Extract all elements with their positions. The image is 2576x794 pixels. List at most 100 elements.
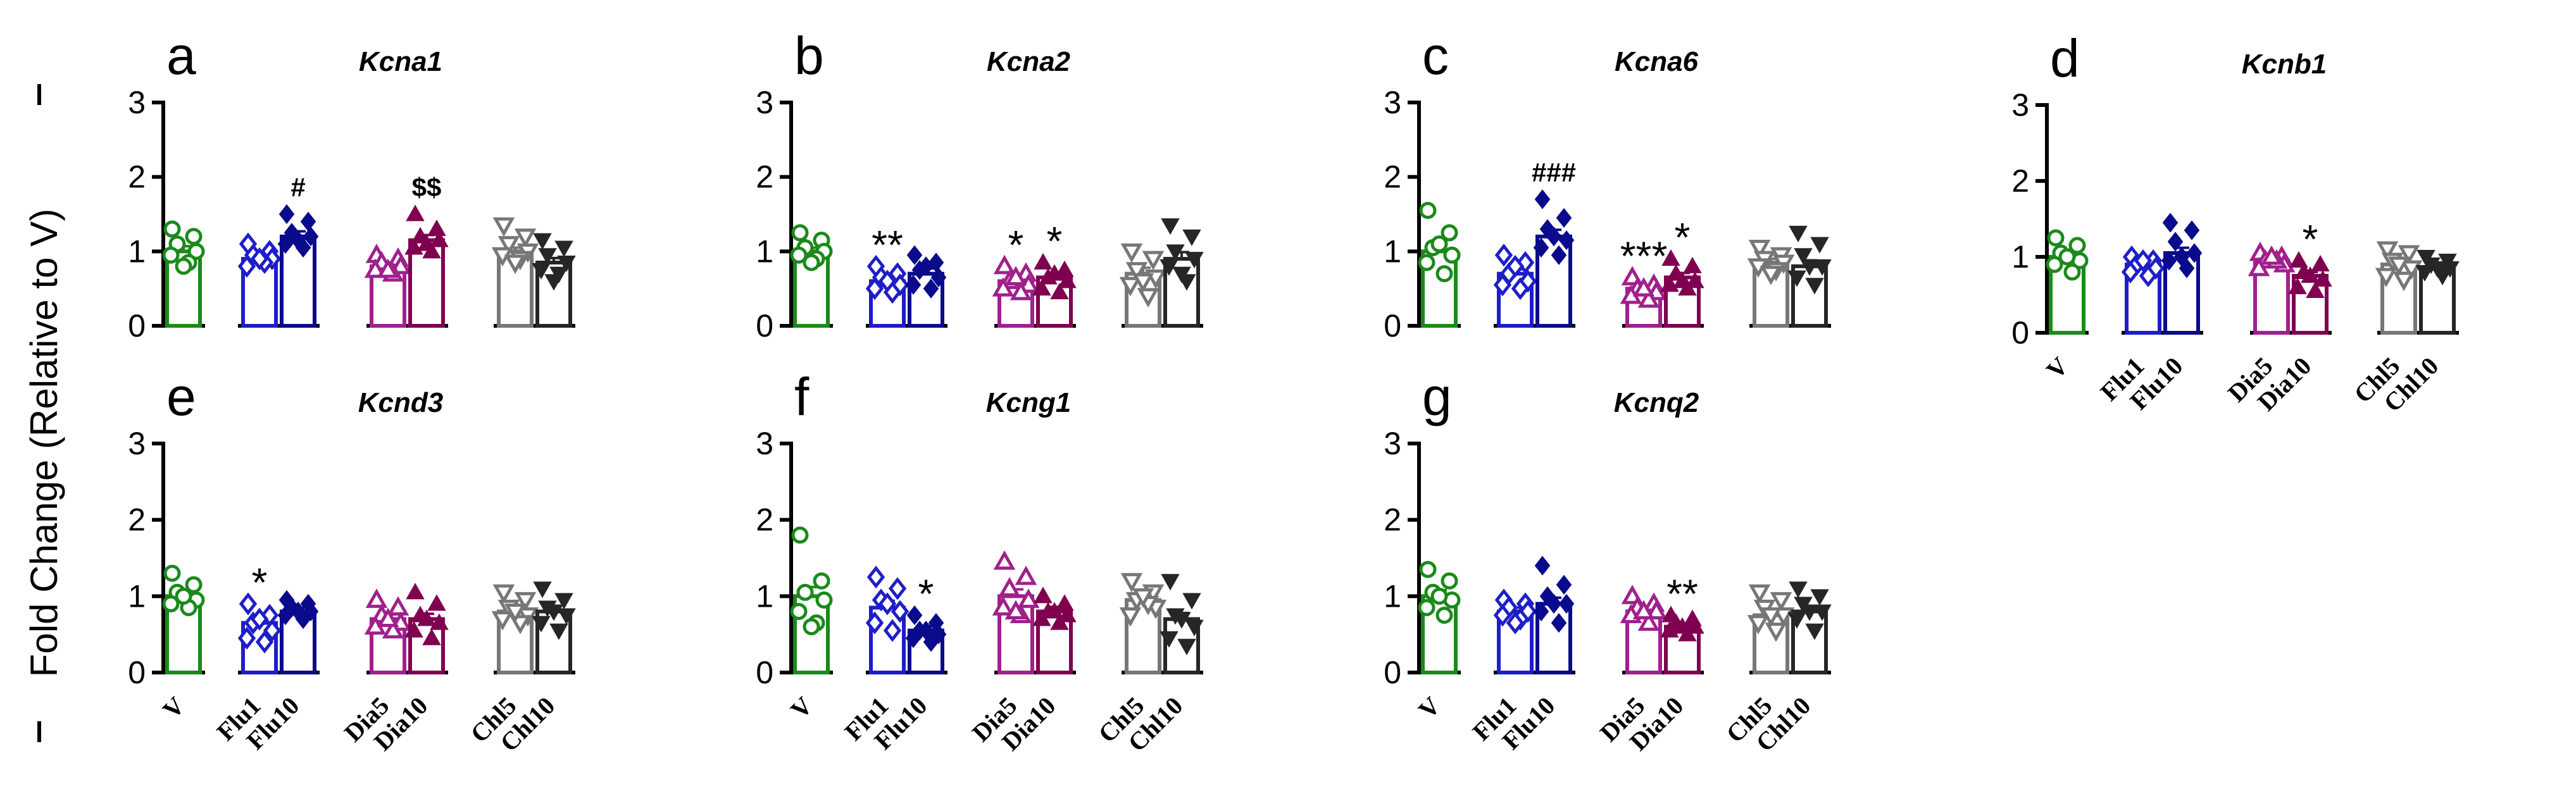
data-point [175, 587, 192, 605]
data-point [1748, 584, 1771, 604]
data-point [492, 217, 515, 237]
data-point [791, 224, 809, 242]
data-point [250, 247, 269, 271]
data-point [1419, 202, 1437, 220]
significance-mark: ** [1666, 571, 1698, 617]
significance-mark: * [2303, 216, 2318, 262]
data-point [918, 621, 934, 641]
data-point [1632, 277, 1655, 297]
data-point [2375, 268, 2398, 288]
data-point [1534, 189, 1551, 209]
data-point [1805, 623, 1824, 640]
data-point [2161, 251, 2177, 271]
y-tick-label: 1 [1384, 578, 1401, 614]
data-point [404, 621, 423, 638]
data-point [237, 626, 256, 650]
data-point [1418, 599, 1435, 616]
data-point [2173, 247, 2190, 267]
y-tick-label: 2 [2011, 163, 2029, 199]
data-point [290, 601, 306, 622]
data-point [549, 623, 568, 640]
data-point [532, 616, 551, 633]
data-point [533, 233, 552, 250]
data-point [1685, 271, 1704, 288]
data-point [504, 254, 527, 275]
data-point [162, 595, 180, 612]
x-tick-label: V [2041, 351, 2073, 384]
data-point [2248, 256, 2270, 276]
data-point [1765, 623, 1787, 642]
significance-mark: * [918, 571, 934, 617]
data-point [2046, 256, 2063, 273]
data-point [1034, 252, 1053, 270]
data-point [491, 611, 514, 631]
data-point [237, 254, 256, 278]
data-point [187, 242, 205, 260]
data-point [1185, 619, 1204, 636]
data-point [1435, 607, 1453, 624]
data-point [406, 204, 425, 221]
data-point [1760, 266, 1782, 285]
panel-title: Kcna2 [987, 46, 1071, 77]
data-point [1800, 604, 1819, 621]
data-point [1810, 589, 1829, 606]
panel-title: Kcng1 [986, 387, 1071, 418]
data-point [300, 211, 316, 232]
data-point [2047, 229, 2065, 247]
data-point [1533, 601, 1549, 622]
data-point [1683, 256, 1702, 273]
data-point [2311, 254, 2330, 271]
data-point [557, 255, 576, 273]
data-point [1558, 593, 1575, 614]
data-point [1787, 612, 1806, 629]
data-point [2134, 249, 2153, 273]
data-point [1800, 259, 1819, 276]
data-point [993, 254, 1016, 275]
y-tick-label: 1 [128, 233, 146, 269]
data-point [1120, 243, 1143, 263]
data-point [554, 593, 573, 610]
data-point [163, 564, 181, 582]
data-point [1770, 592, 1792, 612]
data-point [1637, 611, 1660, 631]
data-point [162, 246, 180, 264]
data-point [1632, 600, 1655, 619]
data-point [1142, 251, 1165, 271]
data-point [365, 588, 388, 608]
data-point [2068, 237, 2086, 254]
y-tick-label: 1 [1384, 233, 1401, 269]
data-point [878, 270, 897, 293]
data-point [1789, 225, 1808, 242]
x-tick-label: V [157, 691, 190, 724]
y-axis-title: Fold Change (Relative to V) [23, 209, 65, 677]
data-point [790, 602, 808, 620]
data-point [406, 583, 425, 600]
data-point [1789, 581, 1808, 599]
data-point [239, 592, 258, 616]
data-point [923, 278, 939, 299]
data-point [1673, 271, 1692, 288]
y-tick-label: 2 [756, 502, 773, 538]
data-point [998, 577, 1021, 597]
data-point [1125, 262, 1148, 282]
y-tick-label: 0 [756, 308, 773, 344]
y-tick-label: 3 [1384, 85, 1401, 120]
data-point [278, 204, 295, 225]
data-point [803, 618, 820, 636]
panel-title: Kcnb1 [2242, 49, 2327, 80]
data-point [1533, 237, 1549, 258]
y-tick-label: 0 [2011, 315, 2029, 350]
data-point [1137, 288, 1160, 308]
data-point [1034, 586, 1053, 604]
significance-mark: ### [1532, 158, 1576, 187]
panel-letter: g [1422, 367, 1452, 426]
data-point [791, 526, 809, 544]
data-point [387, 596, 410, 616]
significance-mark: * [252, 559, 268, 605]
significance-mark: # [291, 173, 305, 202]
data-point [1813, 259, 1832, 276]
data-point [1534, 555, 1551, 576]
data-point [1546, 226, 1562, 247]
data-point [1172, 266, 1191, 283]
